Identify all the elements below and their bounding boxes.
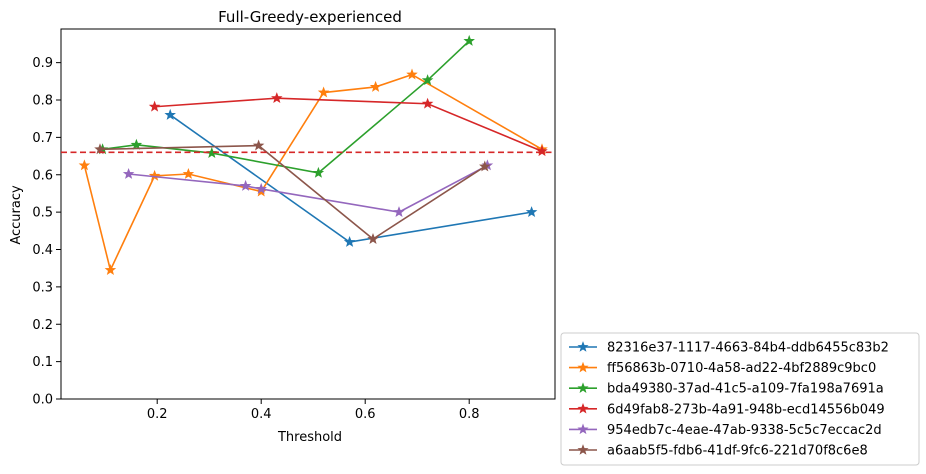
data-point (421, 97, 434, 109)
legend-marker (577, 361, 589, 373)
data-point (182, 167, 195, 179)
data-point (104, 264, 117, 275)
legend-entry: 6d49fab8-273b-4a91-948b-ecd14556b049 (569, 402, 885, 417)
y-tick-label: 0.4 (32, 243, 53, 258)
legend-box (560, 332, 920, 466)
y-tick-label: 0.8 (32, 94, 53, 109)
legend-entry: 954edb7c-4eae-47ab-9338-5c5c7eccac2d (569, 423, 882, 438)
series-1 (164, 108, 538, 247)
data-point (525, 206, 538, 218)
data-point (479, 160, 491, 172)
y-tick-label: 0.7 (32, 131, 53, 146)
data-point (164, 108, 176, 120)
data-point (239, 179, 252, 191)
plot-frame (60, 28, 556, 400)
data-point (271, 92, 283, 104)
data-point (94, 143, 106, 155)
chart-title: Full-Greedy-experienced (218, 8, 402, 26)
data-point (393, 206, 405, 218)
series-line (99, 144, 486, 241)
data-point (536, 145, 548, 157)
series-2 (78, 68, 548, 275)
y-tick-label: 0.9 (32, 56, 53, 71)
series-6 (94, 139, 491, 244)
data-point (317, 86, 330, 98)
data-point (343, 235, 356, 247)
data-point (255, 182, 267, 194)
data-point (148, 100, 161, 112)
legend-marker (577, 341, 589, 352)
data-point (406, 68, 418, 80)
data-point (312, 166, 325, 178)
y-tick-label: 0.0 (32, 393, 53, 408)
legend-entry: ff56863b-0710-4a58-ad22-4bf2889c9bc0 (569, 361, 876, 376)
series-line (102, 40, 470, 174)
data-point (122, 167, 135, 179)
data-point (148, 169, 161, 181)
data-point (252, 139, 265, 151)
legend-label: 6d49fab8-273b-4a91-948b-ecd14556b049 (607, 402, 885, 417)
legend-entry: a6aab5f5-fdb6-41df-9fc6-221d70f8c6e8 (569, 444, 868, 459)
legend-label: 954edb7c-4eae-47ab-9338-5c5c7eccac2d (607, 423, 882, 438)
data-point (78, 159, 91, 171)
x-tick-label: 0.6 (355, 407, 376, 422)
plot-area: 0.2 0.4 0.6 0.8 0.0 0.1 0.2 0.3 0.4 0.5 0.6 0.7 0.8 0… (32, 28, 556, 422)
legend-label: 82316e37-1117-4663-84b4-ddb6455c83b2 (607, 341, 889, 356)
y-axis-label: Accuracy (9, 185, 24, 245)
series-line (154, 97, 543, 152)
data-point (463, 34, 475, 46)
y-tick-label: 0.1 (32, 355, 53, 370)
data-point (130, 138, 143, 150)
y-tick-label: 0.6 (32, 168, 53, 183)
legend-label: bda49380-37ad-41c5-a109-7fa198a7691a (607, 382, 884, 397)
legend-marker (577, 382, 589, 393)
data-point (421, 74, 434, 86)
legend-marker (577, 423, 589, 435)
legend-entry: bda49380-37ad-41c5-a109-7fa198a7691a (569, 382, 884, 397)
data-point (206, 147, 218, 158)
legend: 82316e37-1117-4663-84b4-ddb6455c83b2 ff56… (560, 332, 920, 466)
y-tick-label: 0.2 (32, 318, 53, 333)
x-tick-label: 0.8 (459, 407, 480, 422)
x-axis-label: Threshold (277, 430, 342, 445)
y-tick-label: 0.5 (32, 206, 53, 221)
y-tick-label: 0.3 (32, 280, 53, 295)
legend-entry: 82316e37-1117-4663-84b4-ddb6455c83b2 (569, 341, 889, 356)
legend-label: ff56863b-0710-4a58-ad22-4bf2889c9bc0 (607, 361, 876, 376)
series-4 (148, 92, 548, 157)
legend-label: a6aab5f5-fdb6-41df-9fc6-221d70f8c6e8 (607, 444, 868, 459)
data-point (369, 80, 382, 92)
x-tick-label: 0.2 (147, 407, 168, 422)
x-tick-label: 0.4 (251, 407, 272, 422)
legend-marker (577, 444, 589, 455)
legend-marker (577, 402, 589, 414)
data-point (367, 232, 379, 244)
